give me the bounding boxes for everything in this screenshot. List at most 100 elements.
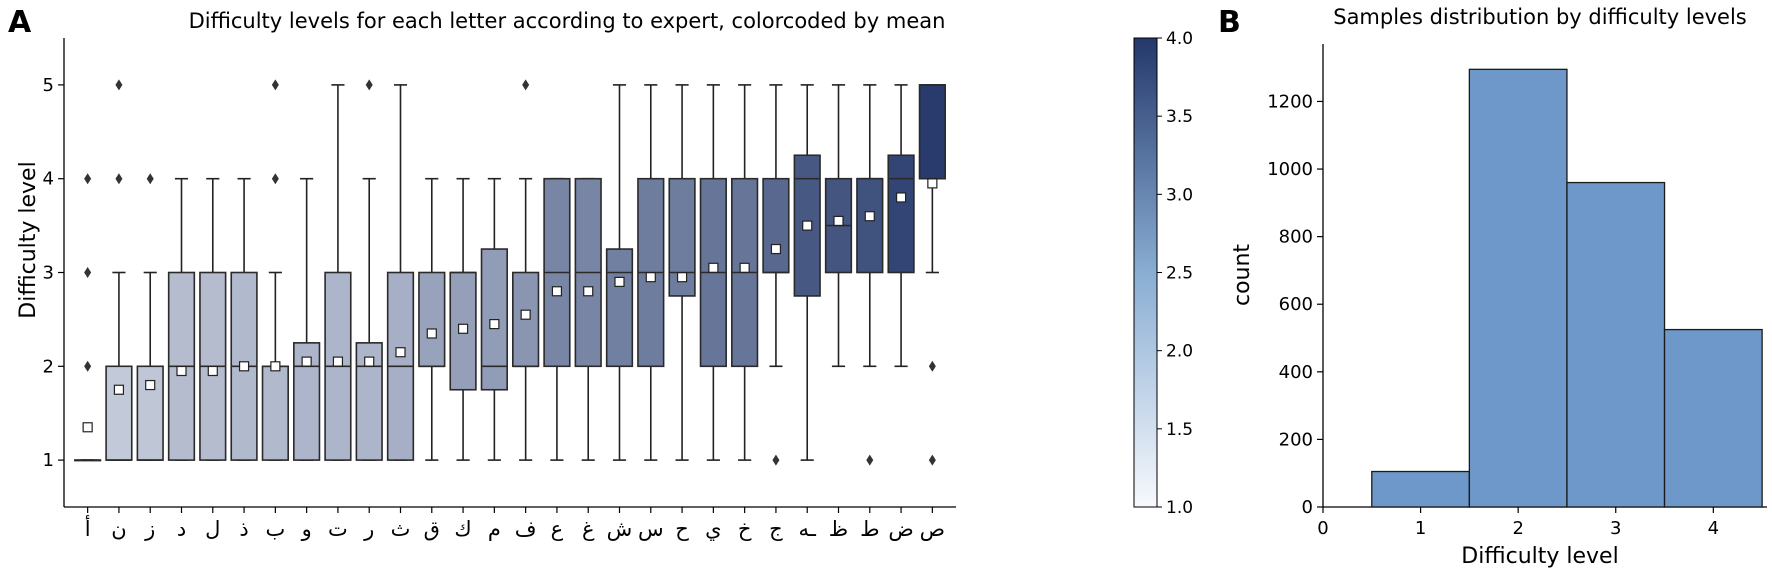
x-tick-label: ظ: [829, 517, 848, 541]
y-tick-label: 5: [43, 75, 54, 96]
mean-marker: [207, 365, 218, 377]
x-tick-label: ش: [607, 517, 633, 541]
x-tick-label: 4: [1708, 518, 1719, 539]
mean-marker: [520, 309, 531, 320]
x-tick-label: ع: [551, 517, 564, 541]
x-tick-label: و: [301, 517, 312, 541]
box: [918, 84, 946, 180]
colorbar-tick-label: 3.0: [1166, 185, 1193, 205]
outlier-marker: [928, 454, 936, 466]
y-tick-label: 1200: [1267, 91, 1313, 112]
box: [856, 177, 884, 274]
histogram-plot-area: 0 1 2 3 4 0 200 400 600 800 1000 1200: [1267, 44, 1767, 539]
x-tick-label: ذ: [239, 517, 248, 541]
colorbar-tick-label: 2.0: [1166, 342, 1193, 362]
y-tick-label: 1000: [1267, 159, 1313, 180]
mean-marker: [614, 276, 625, 287]
histogram-y-label: count: [1230, 244, 1255, 306]
colorbar-bar: [1133, 37, 1158, 508]
box-chart-y-label: Difficulty level: [16, 161, 41, 318]
panel-label-a: A: [8, 5, 32, 40]
histogram-title: Samples distribution by difficulty level…: [1333, 5, 1747, 29]
x-tick-label: 2: [1512, 518, 1523, 539]
y-tick-label: 0: [1302, 497, 1313, 518]
mean-marker: [82, 422, 93, 433]
mean-marker: [583, 286, 594, 297]
mean-marker: [176, 365, 187, 377]
y-tick-label: 200: [1279, 429, 1313, 450]
outlier-marker: [146, 173, 154, 185]
outlier-marker: [772, 454, 780, 466]
mean-marker: [708, 262, 719, 273]
x-tick-label: د: [177, 517, 186, 541]
mean-marker: [145, 379, 156, 391]
x-tick-label: ب: [265, 517, 285, 541]
mean-marker: [364, 356, 375, 367]
x-tick-label: خ: [738, 517, 752, 541]
box-plot-area: 1 2 3 4 5 أ ن ز د ل ذ ب و ت ر ث ق ك م ف ع غ ش س ح ي خ ج ـه ظ ط ض ص: [43, 38, 956, 542]
histogram-bar: [1468, 68, 1568, 508]
y-tick-label: 2: [43, 356, 54, 377]
y-tick-label: 400: [1279, 362, 1313, 383]
mean-marker: [395, 347, 406, 358]
colorbar-tick-label: 1.0: [1166, 498, 1193, 518]
mean-marker: [864, 211, 875, 222]
mean-marker: [645, 272, 656, 283]
histogram-bar: [1663, 328, 1763, 508]
mean-marker: [426, 328, 437, 339]
x-tick-label: م: [488, 517, 501, 541]
mean-marker: [238, 361, 250, 372]
mean-marker: [270, 361, 281, 372]
box: [418, 271, 446, 368]
mean-marker: [802, 220, 813, 231]
x-tick-label: ض: [888, 517, 913, 541]
panel-label-b: B: [1218, 5, 1241, 40]
histogram-bar: [1371, 470, 1471, 508]
outlier-marker: [365, 79, 373, 91]
box-chart-title: Difficulty levels for each letter accord…: [189, 9, 946, 33]
outlier-marker: [271, 173, 279, 185]
mean-marker: [301, 356, 312, 367]
x-tick-label: ج: [769, 517, 783, 542]
x-tick-label: 3: [1610, 518, 1621, 539]
colorbar: 1.0 1.5 2.0 2.5 3.0 3.5 4.0: [1133, 29, 1193, 518]
x-tick-label: ف: [515, 517, 537, 541]
y-tick-label: 3: [43, 263, 54, 284]
outlier-marker: [866, 454, 874, 466]
x-tick-label: أ: [85, 515, 91, 541]
mean-marker: [833, 215, 844, 227]
x-tick-label: ن: [111, 517, 126, 541]
x-tick-label: ث: [391, 517, 411, 541]
outlier-marker: [115, 173, 123, 185]
outlier-marker: [928, 360, 936, 372]
y-tick-label: 4: [43, 169, 54, 190]
outlier-marker: [84, 173, 92, 185]
mean-marker: [676, 272, 688, 283]
box: [605, 248, 634, 368]
mean-marker: [113, 384, 125, 395]
outlier-marker: [522, 79, 530, 91]
outlier-marker: [115, 79, 123, 91]
colorbar-tick-label: 2.5: [1166, 264, 1193, 284]
box: [261, 365, 289, 461]
mean-marker: [457, 323, 469, 334]
mean-marker: [895, 192, 907, 203]
x-tick-label: ك: [454, 517, 471, 541]
outlier-marker: [84, 360, 92, 372]
x-tick-label: ص: [920, 517, 945, 541]
box: [887, 154, 915, 274]
mean-marker: [770, 243, 782, 255]
x-tick-label: ر: [363, 517, 374, 541]
mean-marker: [927, 178, 938, 189]
histogram-bar: [1566, 181, 1666, 508]
box: [105, 365, 133, 461]
box: [762, 177, 790, 274]
x-tick-label: 0: [1317, 518, 1328, 539]
outlier-marker: [271, 79, 279, 91]
x-tick-label: ي: [705, 517, 721, 541]
x-tick-label: ح: [675, 517, 689, 541]
y-tick-label: 800: [1279, 227, 1313, 248]
y-tick-label: 1: [43, 450, 54, 471]
colorbar-tick-label: 3.5: [1166, 107, 1193, 127]
